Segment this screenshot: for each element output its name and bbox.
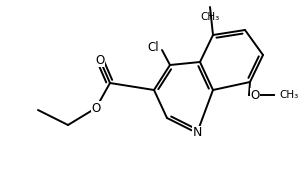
Text: CH₃: CH₃ (200, 12, 220, 22)
Text: N: N (192, 127, 202, 139)
Text: O: O (250, 88, 259, 101)
Text: O: O (91, 101, 101, 115)
Text: O: O (95, 54, 105, 67)
Text: CH₃: CH₃ (279, 90, 298, 100)
Text: Cl: Cl (147, 40, 159, 54)
